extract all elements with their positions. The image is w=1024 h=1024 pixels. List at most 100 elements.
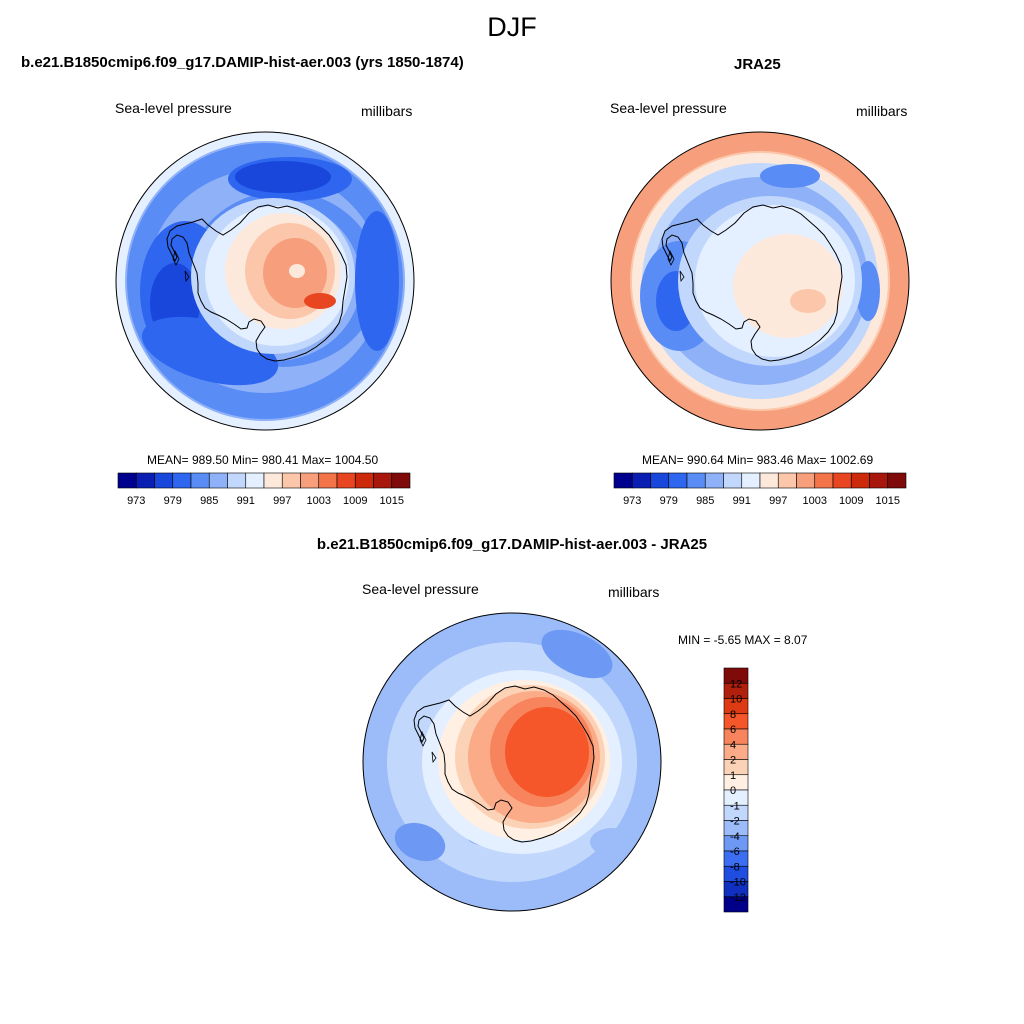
- model-colorbar-box-2: [154, 472, 174, 489]
- model-units-label: millibars: [361, 103, 413, 119]
- obs-colorbar-tick-3: 991: [733, 495, 751, 507]
- model-colorbar-tick-0: 973: [127, 495, 145, 507]
- model-colorbar-box-15: [391, 472, 411, 489]
- obs-colorbar-box-8: [759, 472, 779, 489]
- diff-colorbar-tick-13: -10: [730, 877, 746, 889]
- model-colorbar-box-1: [135, 472, 155, 489]
- obs-stats: MEAN= 990.64 Min= 983.46 Max= 1002.69: [642, 453, 874, 467]
- model-colorbar-box-3: [172, 472, 192, 489]
- model-polar-map: [115, 131, 415, 431]
- diff-colorbar-tick-8: -1: [730, 800, 740, 812]
- model-colorbar-box-0: [117, 472, 137, 489]
- obs-panel-title: JRA25: [734, 56, 781, 73]
- model-colorbar-box-9: [281, 472, 301, 489]
- obs-colorbar-box-0: [613, 472, 633, 489]
- obs-colorbar-tick-0: 973: [623, 495, 641, 507]
- diff-colorbar-tick-4: 4: [730, 739, 736, 751]
- obs-fields: [611, 132, 909, 430]
- obs-islands: [667, 249, 685, 283]
- diff-colorbar-tick-0: 12: [730, 678, 742, 690]
- obs-colorbar-box-13: [850, 472, 870, 489]
- obs-colorbar-tick-2: 985: [696, 495, 714, 507]
- model-colorbar-tick-2: 985: [200, 495, 218, 507]
- diff-colorbar-tick-2: 8: [730, 709, 736, 721]
- model-colorbar-box-13: [354, 472, 374, 489]
- model-variable-label: Sea-level pressure: [115, 100, 232, 116]
- diff-stats: MIN = -5.65 MAX = 8.07: [678, 633, 808, 647]
- model-fields: [116, 132, 414, 430]
- obs-contour-13: [790, 289, 826, 313]
- model-colorbar-tick-5: 1003: [307, 495, 331, 507]
- diff-colorbar-box-15: [723, 896, 749, 913]
- page-title: DJF: [487, 12, 537, 42]
- diff-colorbar-tick-10: -4: [730, 831, 740, 843]
- diff-colorbar-tick-3: 6: [730, 724, 736, 736]
- model-colorbar-box-14: [373, 472, 393, 489]
- model-colorbar-box-12: [336, 472, 356, 489]
- obs-colorbar-tick-7: 1015: [876, 495, 900, 507]
- diff-islands: [419, 730, 437, 764]
- model-colorbar-tick-6: 1009: [343, 495, 367, 507]
- diff-contour-4: [590, 828, 634, 856]
- model-contour-18: [289, 264, 305, 278]
- model-colorbar-box-7: [245, 472, 265, 489]
- diff-fields: [363, 613, 661, 911]
- model-colorbar-box-8: [263, 472, 283, 489]
- model-stats: MEAN= 989.50 Min= 980.41 Max= 1004.50: [147, 453, 379, 467]
- obs-colorbar-box-7: [741, 472, 761, 489]
- diff-colorbar-tick-5: 2: [730, 755, 736, 767]
- model-colorbar: 973 979 985 991 997 1003 1009 1015: [117, 472, 411, 507]
- obs-colorbar-box-5: [704, 472, 724, 489]
- obs-colorbar-box-14: [869, 472, 889, 489]
- obs-colorbar-tick-6: 1009: [839, 495, 863, 507]
- diff-colorbar-tick-11: -6: [730, 846, 740, 858]
- diff-colorbar-tick-7: 0: [730, 785, 736, 797]
- obs-contour-12: [733, 234, 843, 338]
- difference-polar-map: [362, 612, 662, 912]
- diff-contour-11: [505, 707, 589, 797]
- obs-variable-label: Sea-level pressure: [610, 100, 727, 116]
- obs-colorbar-box-9: [777, 472, 797, 489]
- obs-colorbar-tick-5: 1003: [803, 495, 827, 507]
- model-colorbar-box-5: [208, 472, 228, 489]
- obs-contour-9: [856, 261, 880, 321]
- model-panel-title: b.e21.B1850cmip6.f09_g17.DAMIP-hist-aer.…: [21, 54, 464, 71]
- diff-coastline: [413, 685, 595, 843]
- obs-polar-map: [610, 131, 910, 431]
- model-colorbar-tick-1: 979: [164, 495, 182, 507]
- model-colorbar-tick-3: 991: [237, 495, 255, 507]
- diff-contour-2: [541, 629, 613, 679]
- model-colorbar-box-10: [300, 472, 320, 489]
- diff-colorbar-tick-1: 10: [730, 694, 742, 706]
- model-coastline: [166, 204, 348, 362]
- obs-colorbar-box-15: [887, 472, 907, 489]
- diff-colorbar-tick-6: 1: [730, 770, 736, 782]
- model-colorbar-box-11: [318, 472, 338, 489]
- obs-colorbar-box-10: [796, 472, 816, 489]
- obs-map-border: [610, 131, 910, 431]
- diff-variable-label: Sea-level pressure: [362, 581, 479, 597]
- obs-colorbar: 973 979 985 991 997 1003 1009 1015: [613, 472, 907, 507]
- model-map-border: [115, 131, 415, 431]
- diff-panel-title: b.e21.B1850cmip6.f09_g17.DAMIP-hist-aer.…: [316, 536, 708, 553]
- diff-map-border: [362, 612, 662, 912]
- obs-colorbar-box-12: [832, 472, 852, 489]
- obs-colorbar-tick-4: 997: [769, 495, 787, 507]
- model-colorbar-tick-7: 1015: [380, 495, 404, 507]
- model-islands: [172, 249, 190, 283]
- obs-units-label: millibars: [856, 103, 908, 119]
- obs-colorbar-box-3: [668, 472, 688, 489]
- model-contour-10: [235, 161, 331, 193]
- obs-colorbar-box-11: [814, 472, 834, 489]
- model-contour-11: [355, 211, 399, 351]
- model-colorbar-box-4: [190, 472, 210, 489]
- model-contour-17: [304, 293, 336, 309]
- obs-colorbar-tick-1: 979: [660, 495, 678, 507]
- model-colorbar-tick-4: 997: [273, 495, 291, 507]
- obs-coastline: [661, 204, 843, 362]
- obs-colorbar-box-4: [686, 472, 706, 489]
- obs-contour-8: [760, 164, 820, 188]
- obs-colorbar-box-2: [650, 472, 670, 489]
- diff-units-label: millibars: [608, 584, 660, 600]
